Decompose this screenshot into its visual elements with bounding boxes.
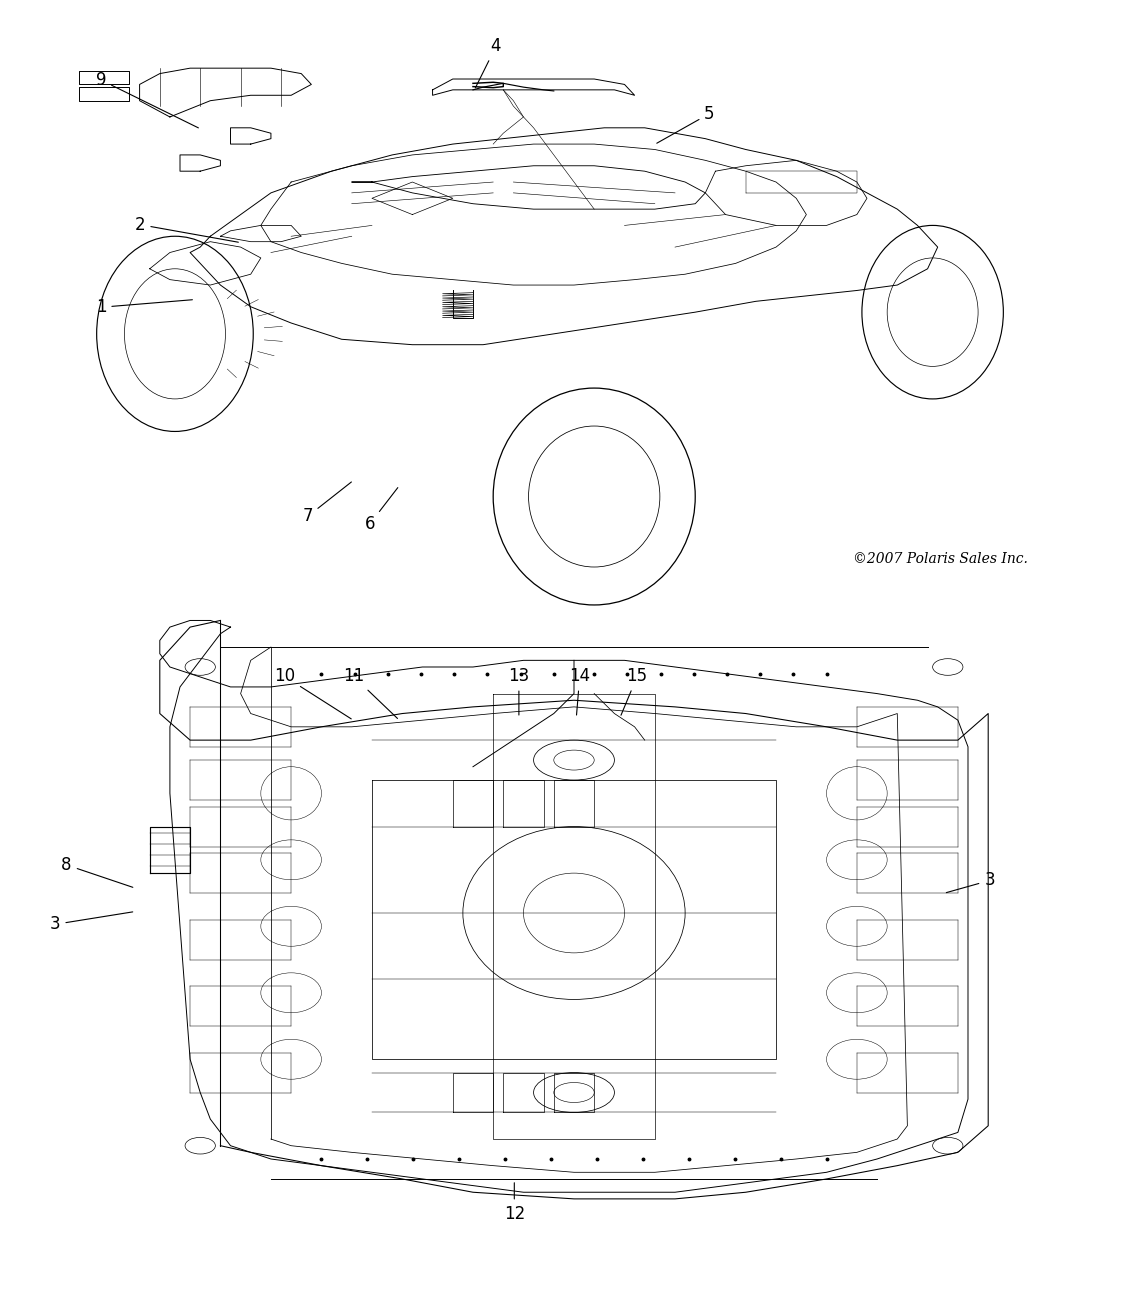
Text: 10: 10 — [274, 667, 351, 719]
Text: 3: 3 — [946, 871, 995, 892]
Text: 11: 11 — [343, 667, 397, 719]
Text: 15: 15 — [621, 667, 647, 715]
Text: ©2007 Polaris Sales Inc.: ©2007 Polaris Sales Inc. — [853, 553, 1027, 565]
Text: 9: 9 — [95, 71, 199, 128]
Text: 13: 13 — [509, 667, 529, 715]
Text: 7: 7 — [302, 482, 351, 525]
Text: 4: 4 — [475, 37, 502, 88]
Text: 2: 2 — [134, 216, 239, 243]
Text: 12: 12 — [504, 1183, 525, 1223]
Text: 8: 8 — [61, 856, 133, 887]
Text: 6: 6 — [364, 488, 398, 533]
Text: 14: 14 — [569, 667, 590, 715]
Text: 5: 5 — [657, 105, 715, 143]
Text: 1: 1 — [95, 298, 193, 316]
Text: 3: 3 — [49, 911, 133, 933]
